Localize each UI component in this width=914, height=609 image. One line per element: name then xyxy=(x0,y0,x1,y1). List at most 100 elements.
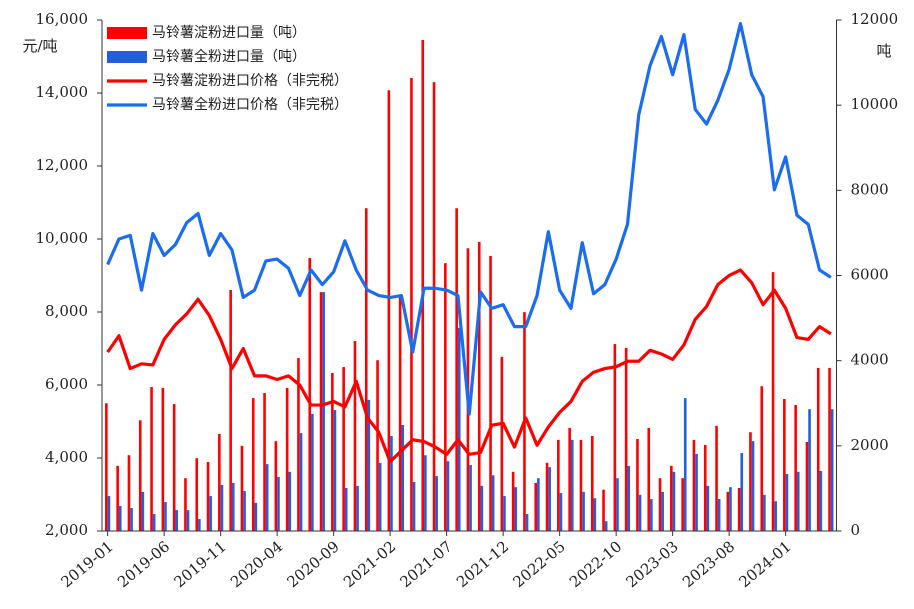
bar xyxy=(331,373,334,531)
bar xyxy=(763,494,766,531)
bar xyxy=(457,327,461,531)
x-tick-label: 2019-11 xyxy=(170,537,229,591)
y-tick-label: 16,000 xyxy=(36,10,89,28)
bar xyxy=(344,487,348,531)
bar xyxy=(141,491,145,531)
bar xyxy=(152,513,156,531)
bar xyxy=(828,367,831,531)
y-tick-label: 6,000 xyxy=(45,375,88,393)
y2-tick-label: 10000 xyxy=(851,95,899,113)
bar xyxy=(412,482,416,531)
bar xyxy=(740,453,744,531)
bar xyxy=(695,453,698,531)
bar xyxy=(220,485,224,531)
bar xyxy=(367,399,371,531)
bar xyxy=(138,420,142,531)
bar xyxy=(175,510,179,531)
x-tick-label: 2019-06 xyxy=(114,537,173,591)
y2-tick-label: 0 xyxy=(851,521,861,539)
bar xyxy=(717,499,721,531)
x-tick-label: 2022-10 xyxy=(566,537,625,591)
bar xyxy=(333,410,337,531)
bar xyxy=(579,439,583,531)
bar xyxy=(469,464,472,531)
bar xyxy=(107,496,111,531)
bar xyxy=(511,471,515,531)
bar xyxy=(794,404,797,531)
bar xyxy=(683,398,687,531)
bar xyxy=(432,82,436,532)
bar xyxy=(311,413,314,531)
bar xyxy=(274,441,278,531)
bar xyxy=(308,258,312,531)
bar xyxy=(681,478,684,531)
bar xyxy=(503,496,506,531)
bar xyxy=(534,482,538,531)
bar xyxy=(774,501,777,531)
y2-tick-label: 8000 xyxy=(851,180,889,198)
y2-tick-label: 6000 xyxy=(851,266,889,284)
bar xyxy=(568,427,571,531)
bar xyxy=(771,272,775,531)
y-tick-label: 12,000 xyxy=(36,156,89,174)
bar xyxy=(319,292,323,531)
bar xyxy=(231,482,235,531)
bar xyxy=(489,255,492,531)
bar xyxy=(164,502,167,531)
bar xyxy=(184,478,187,531)
bar xyxy=(390,436,393,531)
x-tick-label: 2020-09 xyxy=(283,537,342,591)
bar xyxy=(627,465,631,531)
x-tick-label: 2023-03 xyxy=(622,537,681,591)
line xyxy=(106,22,832,416)
bar xyxy=(636,439,639,531)
bar xyxy=(785,473,789,531)
y-tick-label: 2,000 xyxy=(45,521,88,539)
bar xyxy=(593,498,597,531)
bar xyxy=(446,461,450,531)
y2-axis-label: 吨 xyxy=(876,42,891,60)
bar xyxy=(783,398,786,531)
bar xyxy=(670,465,673,531)
bar xyxy=(240,445,244,531)
bar xyxy=(604,521,608,531)
x-tick-label: 2024-01 xyxy=(735,537,794,591)
bar xyxy=(198,519,201,531)
x-tick-label: 2021-12 xyxy=(453,537,512,591)
bar xyxy=(692,439,696,531)
bar xyxy=(105,403,108,531)
bar xyxy=(545,462,549,531)
y2-tick-label: 2000 xyxy=(851,436,889,454)
bar xyxy=(364,208,368,532)
bar xyxy=(254,502,258,531)
bar xyxy=(186,510,190,531)
bar xyxy=(729,487,732,531)
bar xyxy=(557,439,560,531)
bar xyxy=(218,433,221,531)
bar xyxy=(229,289,232,531)
bar xyxy=(376,360,379,531)
bar xyxy=(444,263,447,531)
bar xyxy=(285,387,289,531)
x-tick-label: 2020-04 xyxy=(227,537,286,591)
bar xyxy=(299,433,303,531)
bar xyxy=(559,493,563,531)
y-tick-label: 10,000 xyxy=(36,229,89,247)
bar xyxy=(288,471,292,531)
y-axis-label: 元/吨 xyxy=(22,37,57,55)
bar xyxy=(209,496,212,531)
y2-tick-label: 4000 xyxy=(851,351,889,369)
bar xyxy=(118,505,122,531)
bar xyxy=(477,241,481,531)
bar xyxy=(796,471,800,531)
bar xyxy=(570,439,574,531)
x-tick-label: 2022-05 xyxy=(509,537,568,591)
bar xyxy=(116,465,119,531)
bar xyxy=(624,347,628,531)
y-tick-label: 4,000 xyxy=(45,448,88,466)
bar xyxy=(500,356,504,531)
x-tick-label: 2023-08 xyxy=(679,537,738,591)
bar xyxy=(590,436,594,531)
bar xyxy=(263,393,266,531)
